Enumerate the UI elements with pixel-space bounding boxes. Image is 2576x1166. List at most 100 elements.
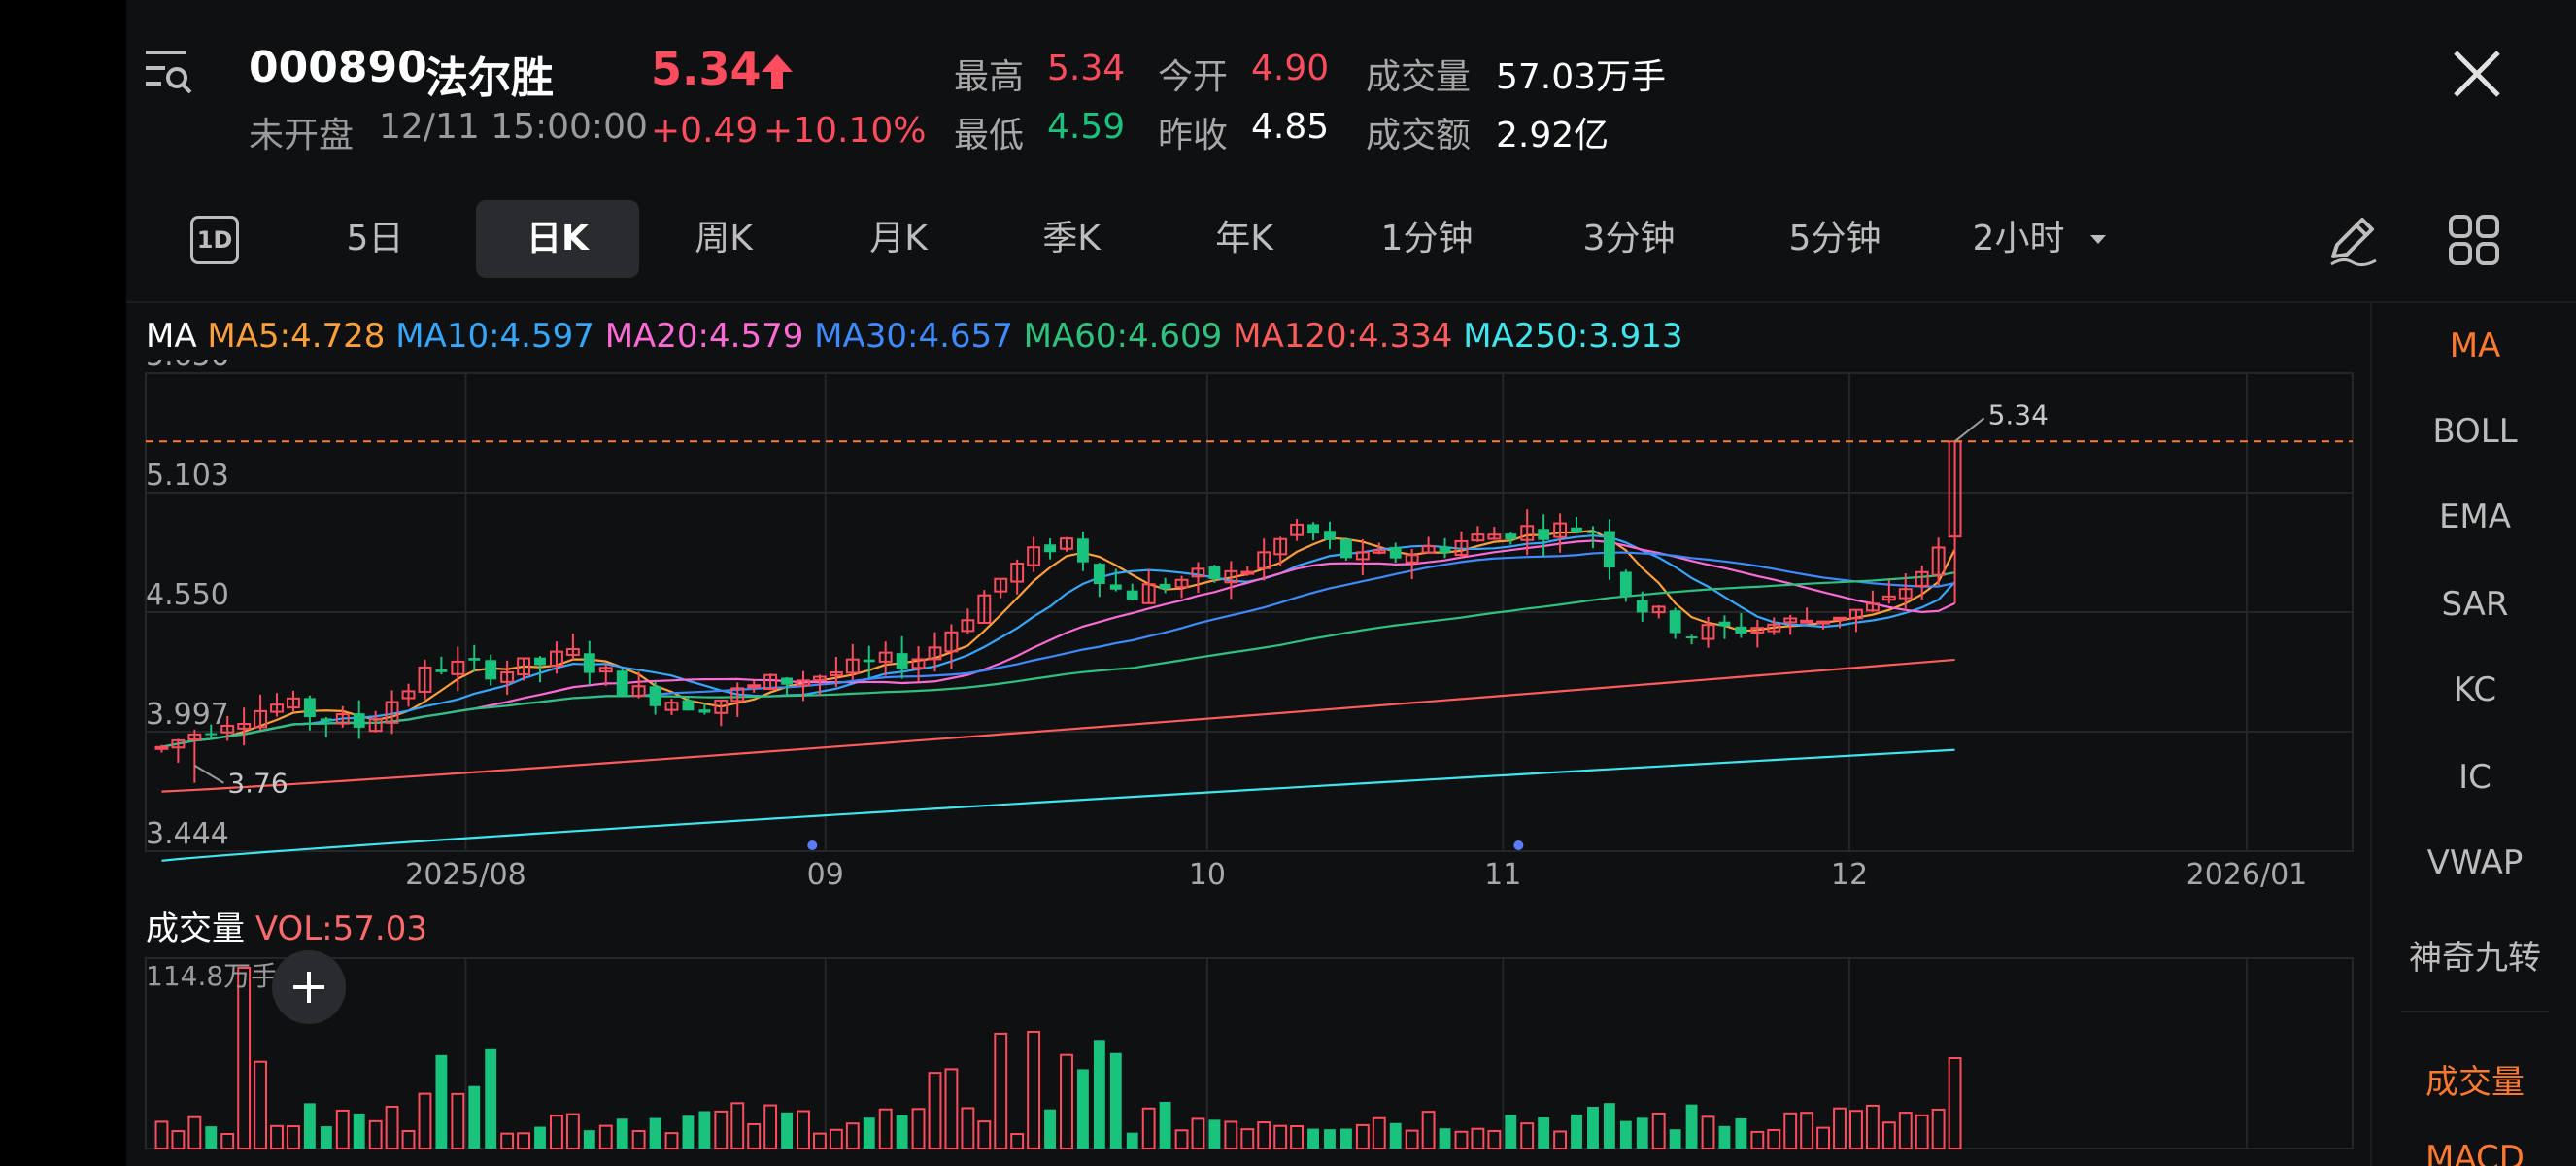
candle-body (928, 646, 942, 661)
candle-body (171, 738, 186, 749)
candle-body (1372, 549, 1386, 554)
candle-body (1126, 590, 1138, 600)
current-price: 5.34 (651, 43, 762, 95)
indicator-macd[interactable]: MACD (2425, 1139, 2525, 1166)
candle-body (1044, 544, 1056, 553)
candle-body (714, 699, 729, 714)
up-arrow-icon (760, 52, 795, 91)
menu-search-icon[interactable] (142, 45, 194, 97)
tab-5day[interactable]: 5日 (346, 219, 404, 258)
indicator-sar[interactable]: SAR (2441, 585, 2509, 624)
volume-bar (813, 1132, 827, 1150)
tab-weekly-k[interactable]: 周K (695, 219, 753, 258)
indicator-ema[interactable]: EMA (2438, 497, 2512, 536)
volume-bar (829, 1128, 843, 1149)
indicator-vwap[interactable]: VWAP (2426, 843, 2524, 882)
volume-bar (1010, 1133, 1025, 1149)
volume-bar (1339, 1128, 1352, 1149)
indicator-ma[interactable]: MA (2449, 326, 2501, 365)
add-indicator-button[interactable] (272, 950, 346, 1024)
candle-body (682, 700, 695, 711)
volume-bar (682, 1115, 695, 1149)
indicator-boll[interactable]: BOLL (2432, 412, 2518, 451)
candle-body (1881, 595, 1896, 601)
tab-2hour[interactable]: 2小时 (1972, 219, 2065, 258)
candle-body (287, 697, 300, 709)
oneday-icon[interactable]: 1D (190, 216, 239, 264)
candle-body (961, 619, 975, 633)
indicator-volume[interactable]: 成交量 (2425, 1063, 2525, 1102)
candle-body (1208, 566, 1221, 580)
volume-bar (534, 1126, 546, 1149)
candle-body (353, 713, 365, 728)
y-tick-label: 4.550 (146, 578, 229, 612)
volume-bar (714, 1110, 729, 1150)
candle-body (1273, 537, 1288, 556)
candle-body (1538, 529, 1550, 540)
close-icon[interactable] (2450, 47, 2504, 101)
volume-bar (1685, 1104, 1698, 1149)
volume-bar (1587, 1106, 1599, 1149)
volume-bar (649, 1117, 661, 1149)
y-tick-label: 3.444 (146, 817, 229, 851)
volume-max-label: 114.8万手 (146, 960, 278, 992)
volume-bar (730, 1102, 745, 1149)
candle-body (878, 651, 893, 663)
volume-bar (631, 1130, 646, 1150)
candle-body (1487, 533, 1502, 540)
draw-pen-icon[interactable] (2323, 212, 2380, 272)
tab-monthly-k[interactable]: 月K (869, 219, 928, 258)
volume-bar (1126, 1132, 1138, 1149)
candle-body (1307, 524, 1319, 534)
volume-panel-title: 成交量 VOL:57.03 (146, 902, 427, 949)
candle-body (1619, 571, 1632, 597)
grid-layout-icon[interactable] (2448, 214, 2500, 270)
volume-bar (1750, 1130, 1765, 1150)
volume-bar (1520, 1122, 1535, 1150)
tab-1min[interactable]: 1分钟 (1380, 219, 1474, 258)
volume-bar (1389, 1122, 1402, 1149)
tab-daily-k[interactable]: 日K (476, 200, 639, 278)
candlestick-chart[interactable]: 5.656 5.103 4.550 3.997 3.444 2025/08 09 10 11 12… (126, 360, 2370, 904)
candle-body (1603, 531, 1615, 568)
volume-bar (1931, 1108, 1946, 1149)
candle-body (1651, 605, 1666, 614)
candle-body (944, 631, 959, 653)
volume-bar (1159, 1101, 1171, 1149)
volume-bar (187, 1115, 202, 1150)
volume-chart[interactable]: 114.8万手 (126, 950, 2370, 1166)
indicator-magic-nine[interactable]: 神奇九转 (2409, 939, 2541, 977)
tab-quarterly-k[interactable]: 季K (1042, 219, 1101, 258)
stock-code: 000890 (249, 43, 427, 92)
y-tick-label: 3.997 (146, 698, 229, 732)
candle-body (797, 679, 810, 687)
max-price-marker: 5.34 (1988, 398, 2049, 430)
dropdown-arrow-icon[interactable] (2088, 231, 2108, 250)
candle-body (1290, 523, 1305, 536)
indicator-kc[interactable]: KC (2453, 670, 2497, 709)
volume-bar (1915, 1114, 1929, 1149)
volume-bar (435, 1054, 448, 1149)
volume-bar (1471, 1127, 1485, 1150)
candle-body (1471, 533, 1485, 542)
volume-bar (1538, 1117, 1550, 1149)
ma10-value: MA10:4.597 (395, 317, 594, 356)
volume-bar (747, 1122, 762, 1149)
event-dot[interactable] (807, 840, 818, 850)
candle-body (1076, 538, 1089, 563)
volume-value: 57.03万手 (1496, 57, 1667, 97)
amount-label: 成交额 (1366, 116, 1472, 155)
tab-yearly-k[interactable]: 年K (1215, 219, 1273, 258)
event-dot[interactable] (1513, 840, 1524, 850)
tab-3min[interactable]: 3分钟 (1582, 219, 1676, 258)
volume-bar (928, 1072, 942, 1149)
x-tick-label: 11 (1484, 858, 1521, 892)
volume-bar (1060, 1053, 1073, 1149)
volume-bar (1290, 1124, 1305, 1149)
volume-bar (896, 1115, 908, 1149)
candle-body (664, 702, 679, 711)
y-tick-label: 5.656 (146, 360, 229, 373)
candle-body (631, 685, 646, 698)
tab-5min[interactable]: 5分钟 (1788, 219, 1881, 258)
indicator-ic[interactable]: IC (2458, 758, 2491, 797)
